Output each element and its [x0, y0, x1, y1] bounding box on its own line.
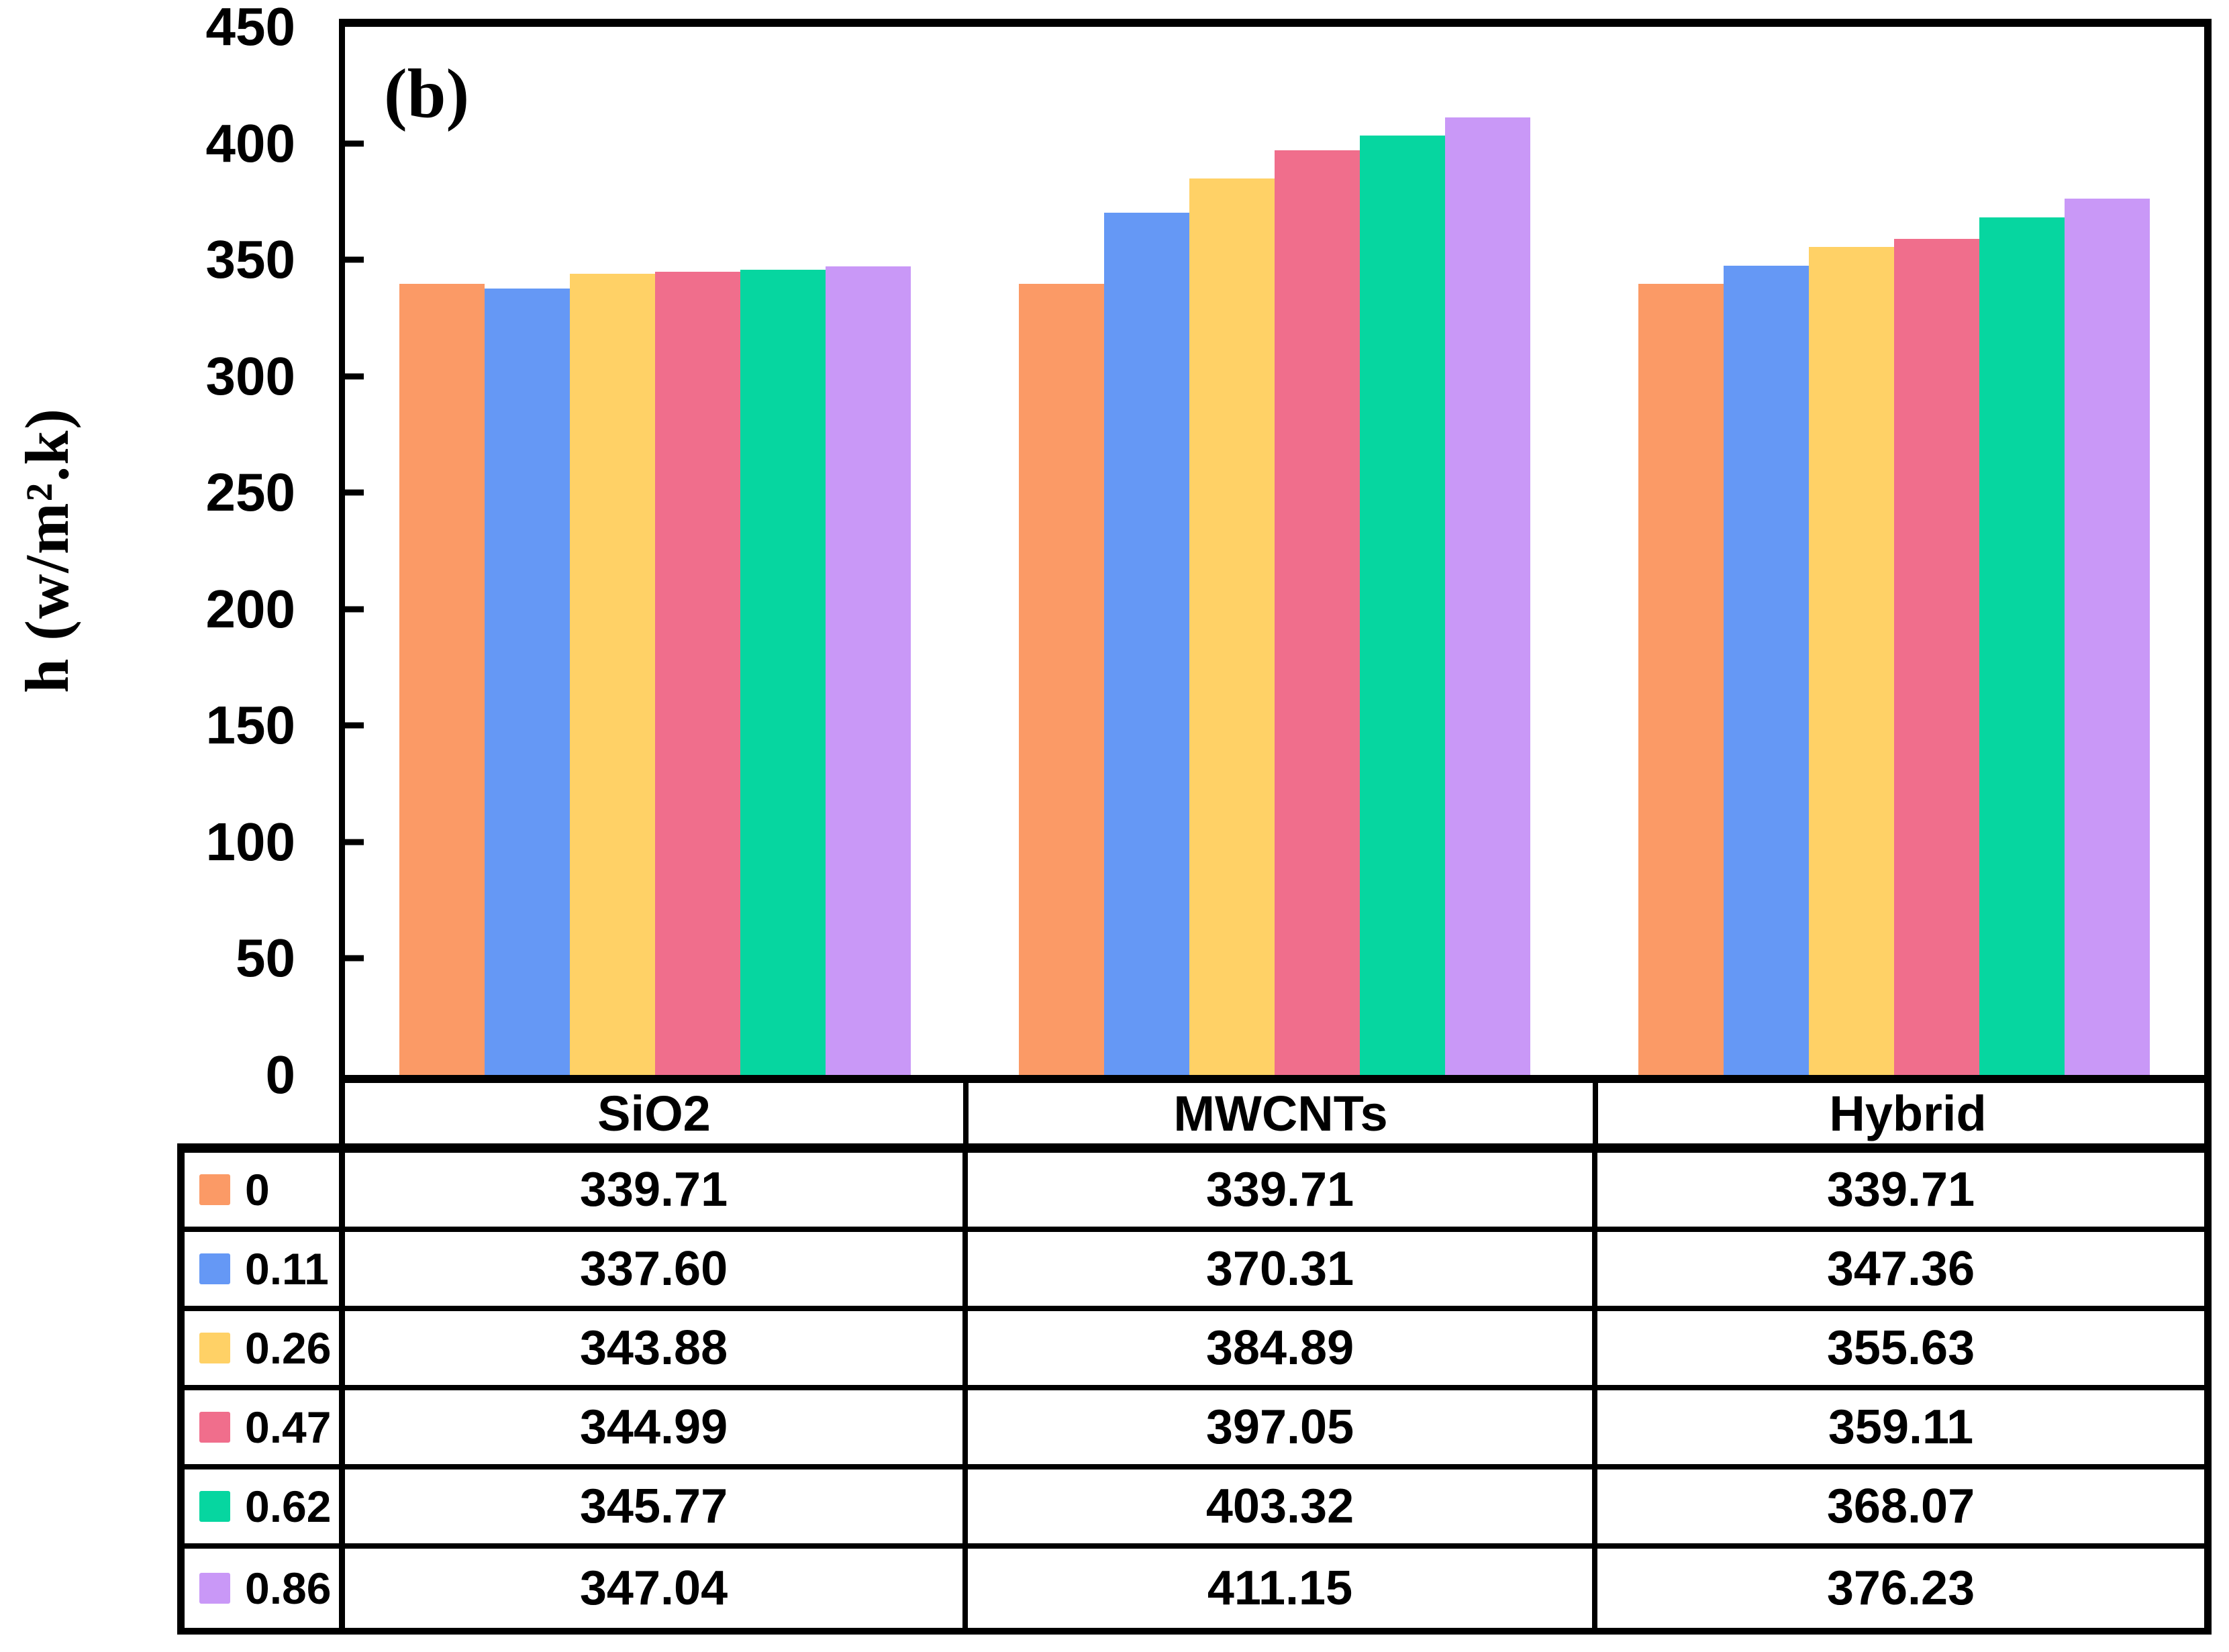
- data-table: 0 339.71 339.71 339.71 0.11 337.60 370.31 347.3…: [177, 1143, 2212, 1635]
- legend-cell-0.11: 0.11: [185, 1232, 339, 1311]
- y-tick-label: 150: [205, 695, 295, 756]
- value-cell-mwcnts-0.47: 397.05: [962, 1390, 1592, 1469]
- y-tick-label: 50: [236, 928, 295, 988]
- y-tick-label: 100: [205, 811, 295, 872]
- bar-group-sio2: [345, 27, 964, 1075]
- bar-sio2-0.26: [569, 274, 655, 1075]
- panel-label: (b): [384, 55, 470, 132]
- table-header-row: SiO2 MWCNTs Hybrid: [339, 1075, 2212, 1143]
- legend-label: 0.11: [245, 1244, 329, 1294]
- bar-hybrid-0.11: [1724, 266, 1810, 1075]
- value-cell-sio2-0.47: 344.99: [339, 1390, 962, 1469]
- value-cell-hybrid-0.11: 347.36: [1592, 1232, 2204, 1311]
- y-tick-label: 450: [205, 0, 295, 56]
- bar-hybrid-0.47: [1894, 238, 1980, 1075]
- y-tick-label: 0: [265, 1045, 296, 1104]
- value-cell-mwcnts-0: 339.71: [962, 1153, 1592, 1232]
- legend-swatch-icon: [199, 1573, 230, 1604]
- y-tick-mark: [345, 140, 364, 147]
- y-tick-mark: [345, 839, 364, 845]
- table-header-mwcnts: MWCNTs: [963, 1083, 1593, 1143]
- value-cell-mwcnts-0.86: 411.15: [962, 1549, 1592, 1628]
- y-tick-mark: [345, 373, 364, 380]
- value-cell-sio2-0.11: 337.60: [339, 1232, 962, 1311]
- bar-sio2-0.11: [484, 289, 570, 1075]
- bar-hybrid-0.86: [2065, 199, 2150, 1075]
- bar-group-mwcnts: [964, 27, 1584, 1075]
- y-tick-label: 350: [205, 229, 295, 290]
- y-tick-mark: [345, 606, 364, 613]
- y-tick-mark: [345, 722, 364, 729]
- bar-groups: [345, 27, 2204, 1075]
- bar-sio2-0.62: [740, 269, 826, 1075]
- legend-cell-0.26: 0.26: [185, 1311, 339, 1390]
- legend-label: 0.26: [245, 1323, 332, 1373]
- y-axis-tick-labels: 450 400 350 300 250 200 150 100 50 0: [0, 0, 303, 1652]
- legend-swatch-icon: [199, 1333, 230, 1363]
- bar-sio2-0: [399, 283, 485, 1075]
- bar-mwcnts-0: [1018, 283, 1104, 1075]
- table-header-hybrid: Hybrid: [1593, 1083, 2218, 1143]
- legend-swatch-icon: [199, 1491, 230, 1522]
- value-cell-hybrid-0.86: 376.23: [1592, 1549, 2204, 1628]
- bar-mwcnts-0.26: [1189, 178, 1275, 1075]
- value-cell-mwcnts-0.26: 384.89: [962, 1311, 1592, 1390]
- legend-swatch-icon: [199, 1174, 230, 1205]
- value-cell-hybrid-0: 339.71: [1592, 1153, 2204, 1232]
- y-tick-mark: [345, 955, 364, 962]
- value-cell-hybrid-0.62: 368.07: [1592, 1469, 2204, 1549]
- value-cell-sio2-0: 339.71: [339, 1153, 962, 1232]
- bar-sio2-0.86: [825, 266, 911, 1075]
- bar-hybrid-0.26: [1809, 246, 1895, 1075]
- legend-label: 0.47: [245, 1402, 332, 1452]
- legend-cell-0.62: 0.62: [185, 1469, 339, 1549]
- legend-swatch-icon: [199, 1412, 230, 1443]
- bar-mwcnts-0.62: [1359, 136, 1445, 1075]
- y-tick-mark: [345, 256, 364, 263]
- bar-hybrid-0: [1638, 283, 1724, 1075]
- bar-hybrid-0.62: [1979, 217, 2065, 1075]
- legend-label: 0.86: [245, 1563, 332, 1613]
- legend-label: 0: [245, 1165, 270, 1215]
- y-tick-label: 400: [205, 113, 295, 173]
- bar-mwcnts-0.86: [1444, 117, 1530, 1075]
- legend-cell-0.86: 0.86: [185, 1549, 339, 1628]
- legend-label: 0.62: [245, 1482, 332, 1531]
- value-cell-sio2-0.26: 343.88: [339, 1311, 962, 1390]
- value-cell-mwcnts-0.11: 370.31: [962, 1232, 1592, 1311]
- y-tick-label: 300: [205, 346, 295, 406]
- value-cell-sio2-0.62: 345.77: [339, 1469, 962, 1549]
- table-header-sio2: SiO2: [597, 1085, 711, 1141]
- value-cell-mwcnts-0.62: 403.32: [962, 1469, 1592, 1549]
- bar-mwcnts-0.47: [1274, 150, 1360, 1075]
- bar-mwcnts-0.11: [1103, 212, 1189, 1075]
- value-cell-sio2-0.86: 347.04: [339, 1549, 962, 1628]
- plot-area: (b): [339, 19, 2212, 1075]
- y-tick-label: 200: [205, 578, 295, 639]
- legend-swatch-icon: [199, 1253, 230, 1284]
- y-tick-mark: [345, 489, 364, 496]
- y-tick-label: 250: [205, 462, 295, 523]
- value-cell-hybrid-0.26: 355.63: [1592, 1311, 2204, 1390]
- legend-cell-0: 0: [185, 1153, 339, 1232]
- value-cell-hybrid-0.47: 359.11: [1592, 1390, 2204, 1469]
- bar-sio2-0.47: [654, 271, 740, 1075]
- bar-group-hybrid: [1585, 27, 2204, 1075]
- legend-cell-0.47: 0.47: [185, 1390, 339, 1469]
